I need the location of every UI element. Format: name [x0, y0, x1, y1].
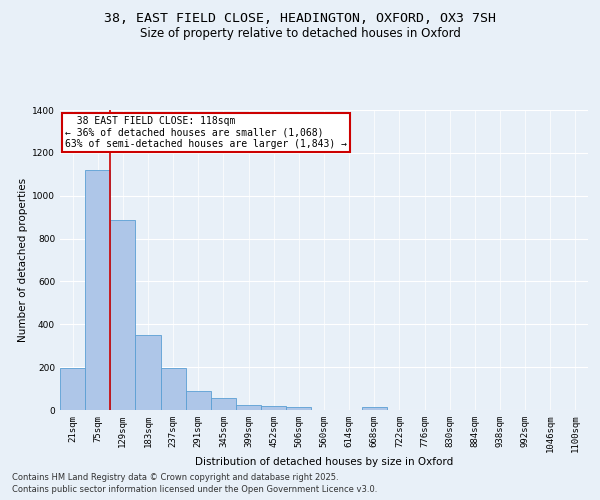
Text: 38, EAST FIELD CLOSE, HEADINGTON, OXFORD, OX3 7SH: 38, EAST FIELD CLOSE, HEADINGTON, OXFORD… — [104, 12, 496, 26]
Bar — [136, 335, 161, 410]
Bar — [261, 406, 286, 410]
Bar — [161, 368, 186, 410]
Bar — [211, 398, 236, 410]
Bar — [236, 406, 261, 410]
Bar — [362, 408, 387, 410]
Bar — [110, 220, 136, 410]
Text: Contains public sector information licensed under the Open Government Licence v3: Contains public sector information licen… — [12, 485, 377, 494]
Text: 38 EAST FIELD CLOSE: 118sqm
← 36% of detached houses are smaller (1,068)
63% of : 38 EAST FIELD CLOSE: 118sqm ← 36% of det… — [65, 116, 347, 149]
X-axis label: Distribution of detached houses by size in Oxford: Distribution of detached houses by size … — [195, 456, 453, 466]
Bar — [60, 368, 85, 410]
Bar — [85, 170, 110, 410]
Text: Size of property relative to detached houses in Oxford: Size of property relative to detached ho… — [140, 28, 460, 40]
Bar — [186, 390, 211, 410]
Text: Contains HM Land Registry data © Crown copyright and database right 2025.: Contains HM Land Registry data © Crown c… — [12, 474, 338, 482]
Y-axis label: Number of detached properties: Number of detached properties — [18, 178, 28, 342]
Bar — [286, 407, 311, 410]
